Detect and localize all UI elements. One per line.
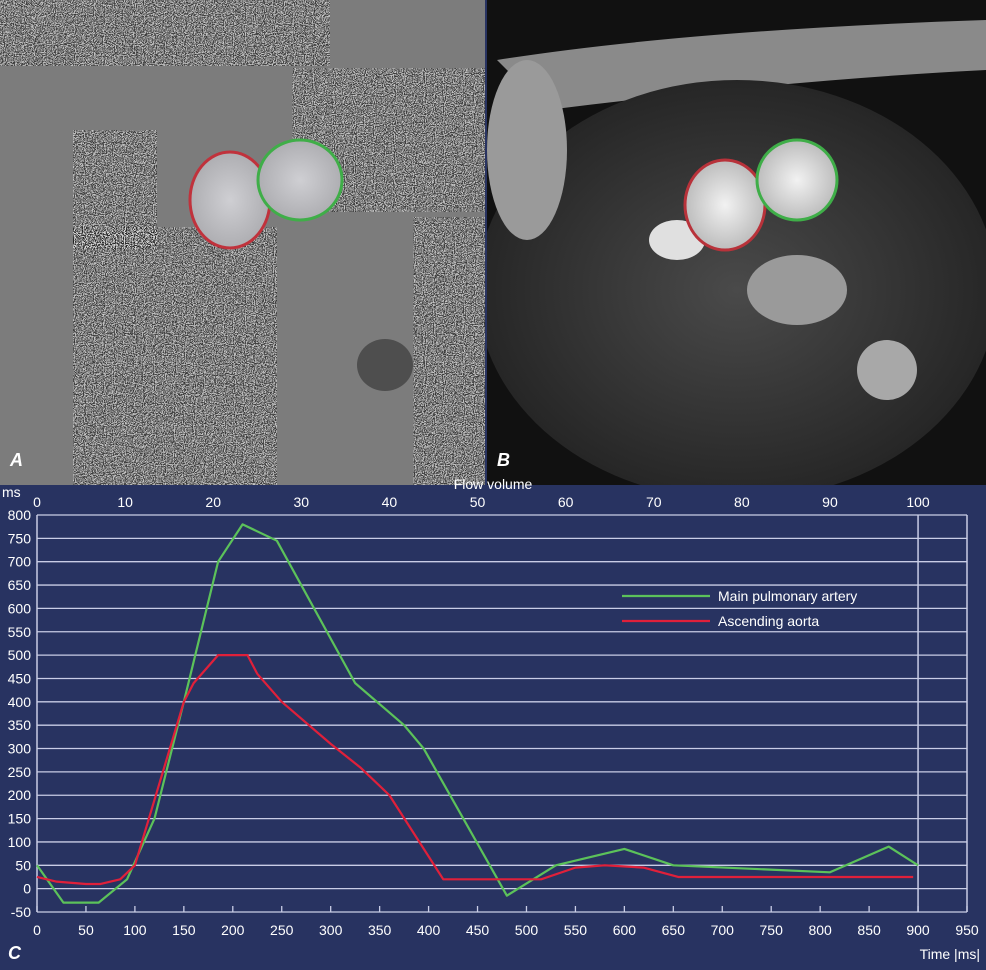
aorta-contour (683, 158, 767, 252)
magnitude-image-svg (487, 0, 986, 485)
phase-contrast-mri-image: A (0, 0, 485, 485)
y-tick-label: 150 (8, 811, 32, 827)
x-tick-label: 950 (955, 922, 979, 938)
y-tick-label: 200 (8, 787, 32, 803)
panel-label-a: A (10, 450, 23, 470)
x-tick-label: 350 (368, 922, 392, 938)
x-tick-label: 500 (515, 922, 539, 938)
y-tick-label: -50 (11, 904, 31, 920)
y-tick-label: 300 (8, 741, 32, 757)
top-axis-label: Flow volume (454, 476, 533, 492)
y-tick-label: 0 (23, 881, 31, 897)
x-axis-label: Time |ms| (920, 946, 980, 962)
legend: Main pulmonary artery Ascending aorta (622, 588, 857, 629)
x-tick-label: 700 (711, 922, 735, 938)
top-tick-label: 100 (906, 494, 930, 510)
x-tick-label: 900 (906, 922, 930, 938)
x-tick-label: 650 (662, 922, 686, 938)
top-tick-label: 90 (822, 494, 838, 510)
x-tick-label: 200 (221, 922, 245, 938)
x-tick-label: 0 (33, 922, 41, 938)
x-tick-label: 600 (613, 922, 637, 938)
top-tick-label: 70 (646, 494, 662, 510)
magnitude-mri-image: B (487, 0, 986, 485)
y-tick-label: 700 (8, 554, 32, 570)
panel-label-c: C (8, 943, 22, 963)
y-tick-label: 600 (8, 600, 32, 616)
x-tick-label: 250 (270, 922, 294, 938)
y-tick-label: 400 (8, 694, 32, 710)
y-tick-label: 350 (8, 717, 32, 733)
series-line-ascending-aorta (36, 654, 914, 886)
x-tick-label: 450 (466, 922, 490, 938)
noise-regions (0, 0, 485, 480)
legend-label: Main pulmonary artery (718, 588, 857, 604)
top-tick-label: 30 (294, 494, 310, 510)
y-axis-label: ms (2, 484, 21, 500)
top-tick-label: 0 (33, 494, 41, 510)
x-tick-label: 100 (123, 922, 147, 938)
x-tick-label: 400 (417, 922, 441, 938)
y-tick-label: 650 (8, 577, 32, 593)
flow-chart: -50 0 50 100 150 200 250 300 350 400 450 500 550 600 6… (0, 476, 986, 965)
y-tick-label: 800 (8, 507, 32, 523)
y-tick-label: 250 (8, 764, 32, 780)
aorta-contour (188, 150, 272, 250)
y-tick-label: 750 (8, 530, 32, 546)
x-tick-label: 50 (78, 922, 94, 938)
y-tick-label: 500 (8, 647, 32, 663)
top-tick-label: 40 (382, 494, 398, 510)
y-tick-label: 100 (8, 834, 32, 850)
x-tick-label: 800 (808, 922, 832, 938)
x-tick-label: 750 (760, 922, 784, 938)
x-tick-label: 850 (857, 922, 881, 938)
top-tick-label: 10 (117, 494, 133, 510)
x-tick-label: 150 (172, 922, 196, 938)
panel-label-b: B (497, 450, 510, 470)
x-tick-label: 300 (319, 922, 343, 938)
top-tick-label: 80 (734, 494, 750, 510)
top-tick-label: 60 (558, 494, 574, 510)
pulmonary-artery-contour (256, 138, 344, 222)
phase-image-svg (0, 0, 485, 480)
y-tick-label: 550 (8, 624, 32, 640)
series-line-main-pulmonary-artery (36, 523, 919, 904)
legend-label: Ascending aorta (718, 613, 819, 629)
y-tick-label: 450 (8, 670, 32, 686)
top-tick-label: 50 (470, 494, 486, 510)
x-tick-label: 550 (564, 922, 588, 938)
pulmonary-artery-contour (755, 138, 839, 222)
flow-chart-svg: -500501001502002503003504004505005506006… (2, 476, 980, 963)
top-tick-label: 20 (205, 494, 221, 510)
y-tick-label: 50 (15, 857, 31, 873)
